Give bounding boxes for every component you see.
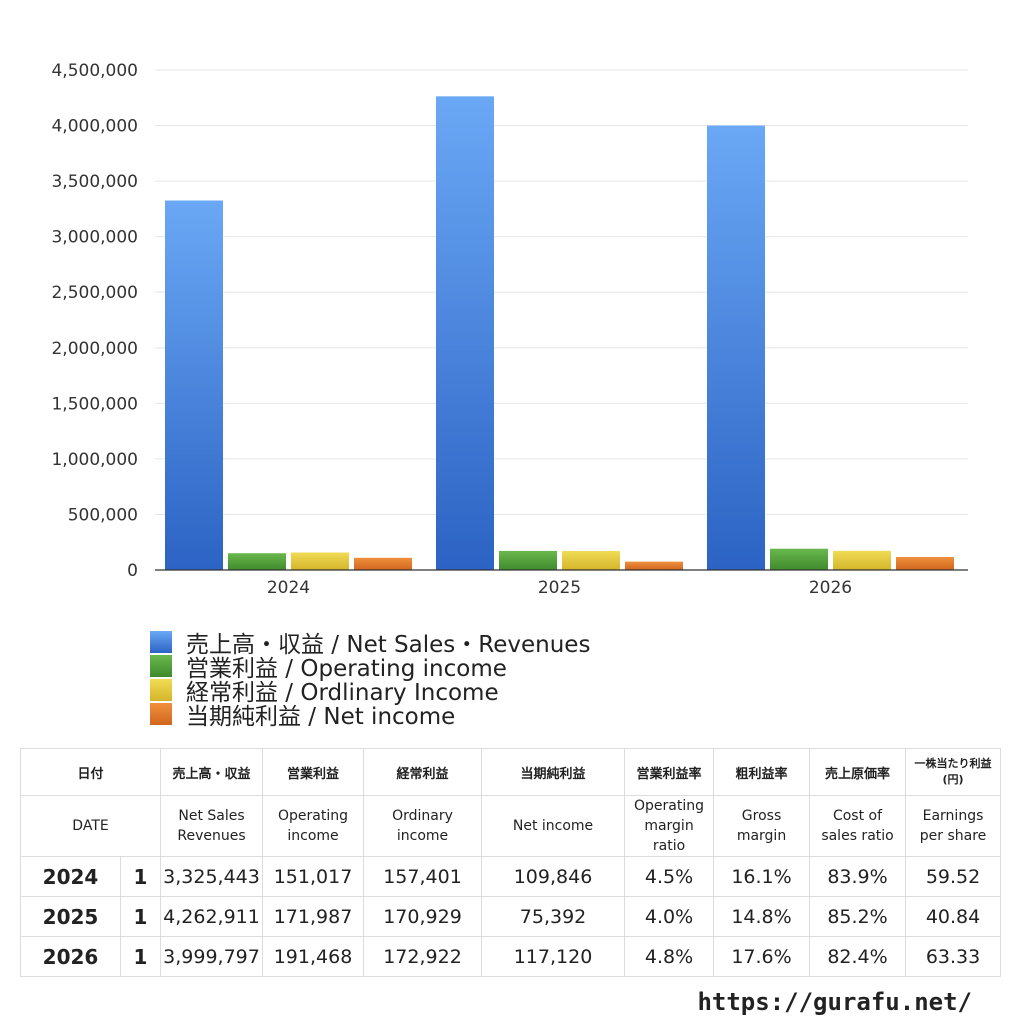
bar-2024-series-1	[228, 553, 286, 570]
legend-swatch	[150, 655, 172, 677]
header-date-ja: 日付	[19, 748, 162, 796]
legend: 売上高・収益 / Net Sales・Revenues 営業利益 / Opera…	[150, 630, 590, 730]
header-date-en: DATE	[19, 795, 162, 857]
x-tick-label: 2026	[809, 578, 852, 598]
cell-net-sales: 3,325,443	[160, 856, 264, 897]
table-row: 2024 1 3,325,443 151,017 157,401 109,846…	[20, 856, 1002, 897]
y-tick-label: 2,000,000	[51, 339, 138, 359]
legend-item-ordinary-income: 経常利益 / Ordlinary Income	[150, 678, 590, 706]
cell-ordinary-income: 170,929	[363, 896, 483, 937]
bar-2026-series-0	[707, 125, 765, 570]
header-operating-margin-en: Operating margin ratio	[624, 795, 715, 857]
legend-item-net-sales: 売上高・収益 / Net Sales・Revenues	[150, 630, 590, 658]
y-tick-label: 0	[127, 561, 138, 581]
bar-2024-series-2	[291, 552, 349, 570]
y-axis-ticks: 0 500,000 1,000,000 1,500,000 2,000,000 2,500…	[51, 61, 138, 581]
header-operating-margin-ja: 営業利益率	[624, 748, 715, 796]
bar-2024-series-0	[165, 200, 223, 570]
legend-label: 営業利益 / Operating income	[186, 656, 507, 682]
cell-operating-margin: 4.0%	[624, 896, 715, 937]
row-year: 2024	[20, 856, 121, 897]
bar-2025-series-2	[562, 551, 620, 570]
row-quarter: 1	[119, 936, 162, 977]
bar-chart: 0 500,000 1,000,000 1,500,000 2,000,000 2,500…	[51, 61, 968, 598]
cell-cost-ratio: 85.2%	[809, 896, 907, 937]
header-net-income-en: Net income	[481, 795, 626, 857]
y-tick-label: 4,500,000	[51, 61, 138, 81]
y-tick-label: 500,000	[68, 505, 138, 525]
cell-net-sales: 4,262,911	[160, 896, 264, 937]
bar-2026-series-2	[833, 550, 891, 570]
legend-swatch	[150, 679, 172, 701]
row-quarter: 1	[119, 896, 162, 937]
header-ordinary-income-ja: 経常利益	[363, 748, 483, 796]
header-cost-ratio-en: Cost of sales ratio	[809, 795, 907, 857]
header-eps-ja: 一株当たり利益 (円)	[905, 748, 1002, 796]
cell-operating-income: 171,987	[262, 896, 365, 937]
cell-net-income: 75,392	[481, 896, 626, 937]
cell-ordinary-income: 172,922	[363, 936, 483, 977]
y-tick-label: 4,000,000	[51, 117, 138, 137]
cell-net-income: 109,846	[481, 856, 626, 897]
cell-cost-ratio: 82.4%	[809, 936, 907, 977]
legend-item-net-income: 当期純利益 / Net income	[150, 702, 590, 730]
row-year: 2026	[20, 936, 121, 977]
legend-swatch	[150, 631, 172, 653]
header-net-sales-ja: 売上高・収益	[160, 748, 264, 796]
table-row: 2026 1 3,999,797 191,468 172,922 117,120…	[20, 936, 1002, 977]
y-tick-label: 1,500,000	[51, 394, 138, 414]
cell-gross-margin: 16.1%	[713, 856, 811, 897]
header-gross-margin-ja: 粗利益率	[713, 748, 811, 796]
legend-label: 売上高・収益 / Net Sales・Revenues	[186, 632, 591, 658]
legend-item-operating-income: 営業利益 / Operating income	[150, 654, 590, 682]
y-tick-label: 3,000,000	[51, 228, 138, 248]
header-row-japanese: 日付 売上高・収益 営業利益 経常利益 当期純利益 営業利益率 粗利益率 売上原…	[19, 748, 1002, 796]
header-eps-en: Earnings per share	[905, 795, 1002, 857]
bar-2025-series-1	[499, 550, 557, 570]
bar-2026-series-1	[770, 548, 828, 570]
legend-label: 経常利益 / Ordlinary Income	[186, 680, 499, 706]
y-tick-label: 1,000,000	[51, 450, 138, 470]
x-tick-label: 2024	[267, 578, 310, 598]
cell-net-income: 117,120	[481, 936, 626, 977]
cell-gross-margin: 14.8%	[713, 896, 811, 937]
cell-net-sales: 3,999,797	[160, 936, 264, 977]
header-gross-margin-en: Gross margin	[713, 795, 811, 857]
row-year: 2025	[20, 896, 121, 937]
financial-table: 日付 売上高・収益 営業利益 経常利益 当期純利益 営業利益率 粗利益率 売上原…	[19, 748, 1002, 977]
cell-operating-margin: 4.5%	[624, 856, 715, 897]
cell-gross-margin: 17.6%	[713, 936, 811, 977]
bars	[165, 96, 954, 570]
cell-ordinary-income: 157,401	[363, 856, 483, 897]
cell-cost-ratio: 83.9%	[809, 856, 907, 897]
header-operating-income-ja: 営業利益	[262, 748, 365, 796]
y-tick-label: 3,500,000	[51, 172, 138, 192]
row-quarter: 1	[119, 856, 162, 897]
y-tick-label: 2,500,000	[51, 283, 138, 303]
header-row-english: DATE Net Sales Revenues Operating income…	[19, 795, 1002, 857]
cell-eps: 59.52	[905, 856, 1002, 897]
header-net-income-ja: 当期純利益	[481, 748, 626, 796]
x-axis-ticks: 2024 2025 2026	[267, 578, 852, 598]
bar-2025-series-0	[436, 96, 494, 570]
bar-2025-series-3	[625, 561, 683, 570]
cell-operating-income: 191,468	[262, 936, 365, 977]
header-net-sales-en: Net Sales Revenues	[160, 795, 264, 857]
x-tick-label: 2025	[538, 578, 581, 598]
header-operating-income-en: Operating income	[262, 795, 365, 857]
table-row: 2025 1 4,262,911 171,987 170,929 75,392 …	[20, 896, 1002, 937]
header-ordinary-income-en: Ordinary income	[363, 795, 483, 857]
header-cost-ratio-ja: 売上原価率	[809, 748, 907, 796]
cell-eps: 40.84	[905, 896, 1002, 937]
bar-2024-series-3	[354, 557, 412, 570]
source-url: https://gurafu.net/	[697, 988, 972, 1016]
bar-2026-series-3	[896, 556, 954, 570]
cell-eps: 63.33	[905, 936, 1002, 977]
cell-operating-margin: 4.8%	[624, 936, 715, 977]
legend-swatch	[150, 703, 172, 725]
cell-operating-income: 151,017	[262, 856, 365, 897]
gridlines	[155, 69, 968, 571]
legend-label: 当期純利益 / Net income	[186, 704, 456, 730]
